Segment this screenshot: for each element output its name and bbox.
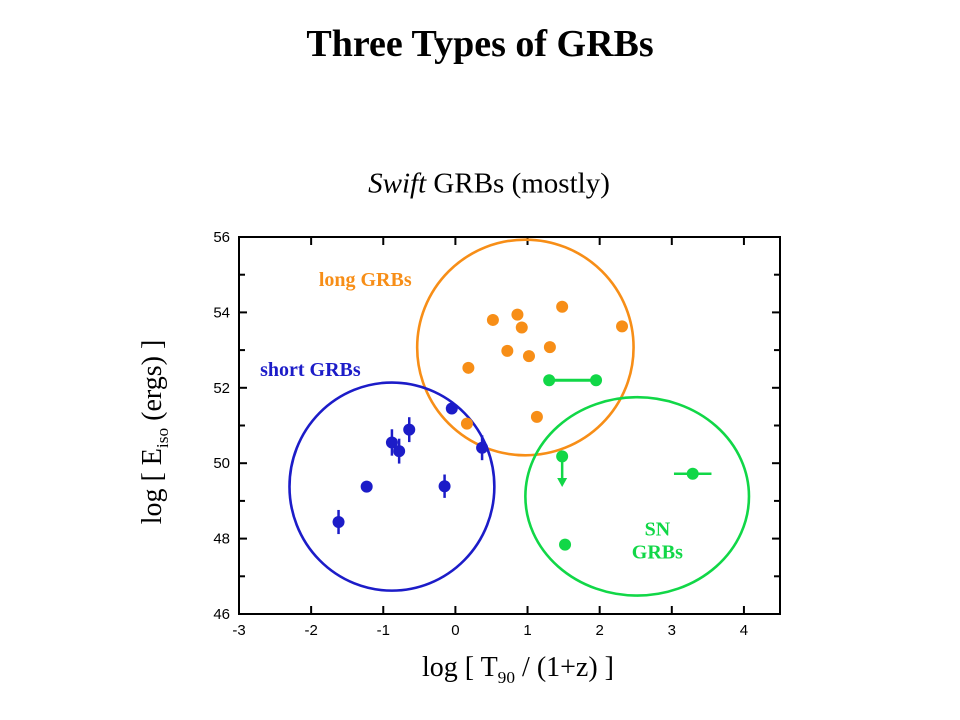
group-ellipse-long xyxy=(415,238,635,457)
data-point xyxy=(438,480,451,493)
cluster-label-long: long GRBs xyxy=(319,269,412,291)
data-point xyxy=(543,341,556,354)
data-point xyxy=(559,538,572,551)
group-ellipse-sn xyxy=(524,395,751,597)
x-tick-label: 1 xyxy=(523,622,531,639)
data-point xyxy=(501,344,514,357)
data-point xyxy=(616,320,629,333)
data-point xyxy=(393,445,406,458)
data-point xyxy=(462,361,475,374)
chart-subtitle: Swift GRBs (mostly) xyxy=(368,168,610,201)
x-tick-label: -2 xyxy=(304,622,317,639)
data-point xyxy=(515,321,528,334)
plot-frame xyxy=(238,236,781,615)
series-long xyxy=(460,300,629,430)
data-point xyxy=(332,516,345,529)
data-point xyxy=(476,441,489,454)
x-tick-label: 0 xyxy=(451,622,459,639)
x-tick-label: -1 xyxy=(377,622,390,639)
data-point xyxy=(460,417,473,430)
cluster-label-short: short GRBs xyxy=(260,359,361,381)
data-point xyxy=(486,313,499,326)
slide-title: Three Types of GRBs xyxy=(306,23,654,65)
arrowhead xyxy=(557,477,568,487)
x-axis: -3 -2 -1 0 1 2 3 4 xyxy=(232,237,748,639)
cluster-label-sn: SN GRBs xyxy=(632,518,683,563)
group-ellipse-short xyxy=(288,381,496,592)
data-point xyxy=(543,374,556,387)
y-tick-label: 46 xyxy=(213,606,230,623)
x-tick-label: 3 xyxy=(668,622,676,639)
data-point xyxy=(445,402,458,415)
series-sn xyxy=(543,374,712,551)
y-tick-label: 54 xyxy=(213,304,230,321)
y-tick-label: 56 xyxy=(213,229,230,246)
x-tick-label: 4 xyxy=(740,622,748,639)
x-axis-label: log [ T90 / (1+z) ] xyxy=(421,652,615,687)
y-axis-label: log [ Eiso (ergs) ] xyxy=(137,339,172,525)
data-point xyxy=(403,423,416,436)
data-point xyxy=(556,300,569,313)
data-point xyxy=(360,480,373,493)
data-point xyxy=(556,450,569,463)
data-point xyxy=(511,308,524,321)
data-point xyxy=(686,467,699,480)
y-tick-label: 48 xyxy=(213,531,230,548)
data-point xyxy=(522,350,535,363)
series-short xyxy=(332,402,489,535)
x-tick-label: 2 xyxy=(595,622,603,639)
data-point xyxy=(590,374,603,387)
y-tick-label: 50 xyxy=(213,455,230,472)
y-axis: 46 48 50 52 54 56 xyxy=(213,229,780,623)
chart-subtitle-rest: GRBs (mostly) xyxy=(426,167,610,200)
x-tick-label: -3 xyxy=(232,622,245,639)
y-tick-label: 52 xyxy=(213,380,230,397)
data-point xyxy=(530,410,543,423)
chart-subtitle-italic: Swift xyxy=(368,167,427,200)
data-point xyxy=(385,436,398,449)
